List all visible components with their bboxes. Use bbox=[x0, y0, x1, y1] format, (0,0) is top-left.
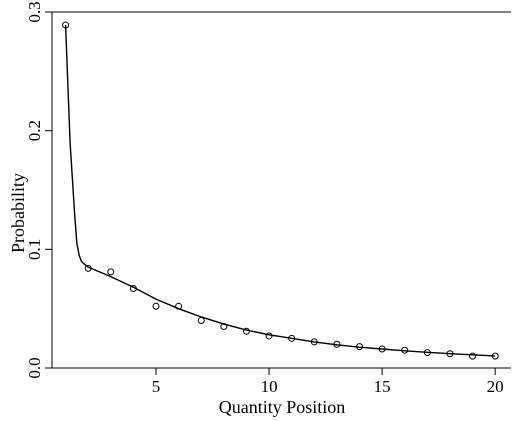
data-point bbox=[242, 327, 250, 335]
y-tick-label: 0.3 bbox=[25, 1, 44, 22]
x-tick-label: 10 bbox=[261, 377, 278, 396]
data-point bbox=[378, 345, 386, 353]
y-tick-label: 0.0 bbox=[25, 357, 44, 378]
series-layer bbox=[62, 21, 499, 360]
x-axis-ticks: 5 10 15 20 bbox=[152, 368, 504, 396]
data-point bbox=[288, 334, 296, 342]
data-point bbox=[401, 346, 409, 354]
data-point bbox=[62, 21, 70, 29]
y-tick-label: 0.2 bbox=[25, 120, 44, 141]
data-point bbox=[107, 268, 115, 276]
data-point bbox=[356, 343, 364, 351]
data-point bbox=[333, 340, 341, 348]
data-point bbox=[423, 349, 431, 357]
y-axis-title: Probability bbox=[8, 173, 28, 253]
data-point bbox=[197, 317, 205, 325]
x-tick-label: 20 bbox=[487, 377, 504, 396]
plot-frame bbox=[51, 11, 511, 369]
data-point bbox=[491, 352, 499, 360]
data-point bbox=[152, 302, 160, 310]
data-point bbox=[446, 350, 454, 358]
x-axis-title: Quantity Position bbox=[219, 397, 346, 417]
data-point bbox=[265, 332, 273, 340]
data-point bbox=[310, 338, 318, 346]
y-axis-ticks: 0.0 0.1 0.2 0.3 bbox=[25, 1, 52, 379]
data-point bbox=[84, 264, 92, 272]
y-tick-label: 0.1 bbox=[25, 239, 44, 260]
fitted-curve bbox=[64, 25, 496, 357]
data-point bbox=[220, 322, 228, 330]
x-tick-label: 15 bbox=[374, 377, 391, 396]
data-point bbox=[129, 284, 137, 292]
data-point bbox=[469, 352, 477, 360]
data-point bbox=[175, 302, 183, 310]
x-tick-label: 5 bbox=[152, 377, 161, 396]
